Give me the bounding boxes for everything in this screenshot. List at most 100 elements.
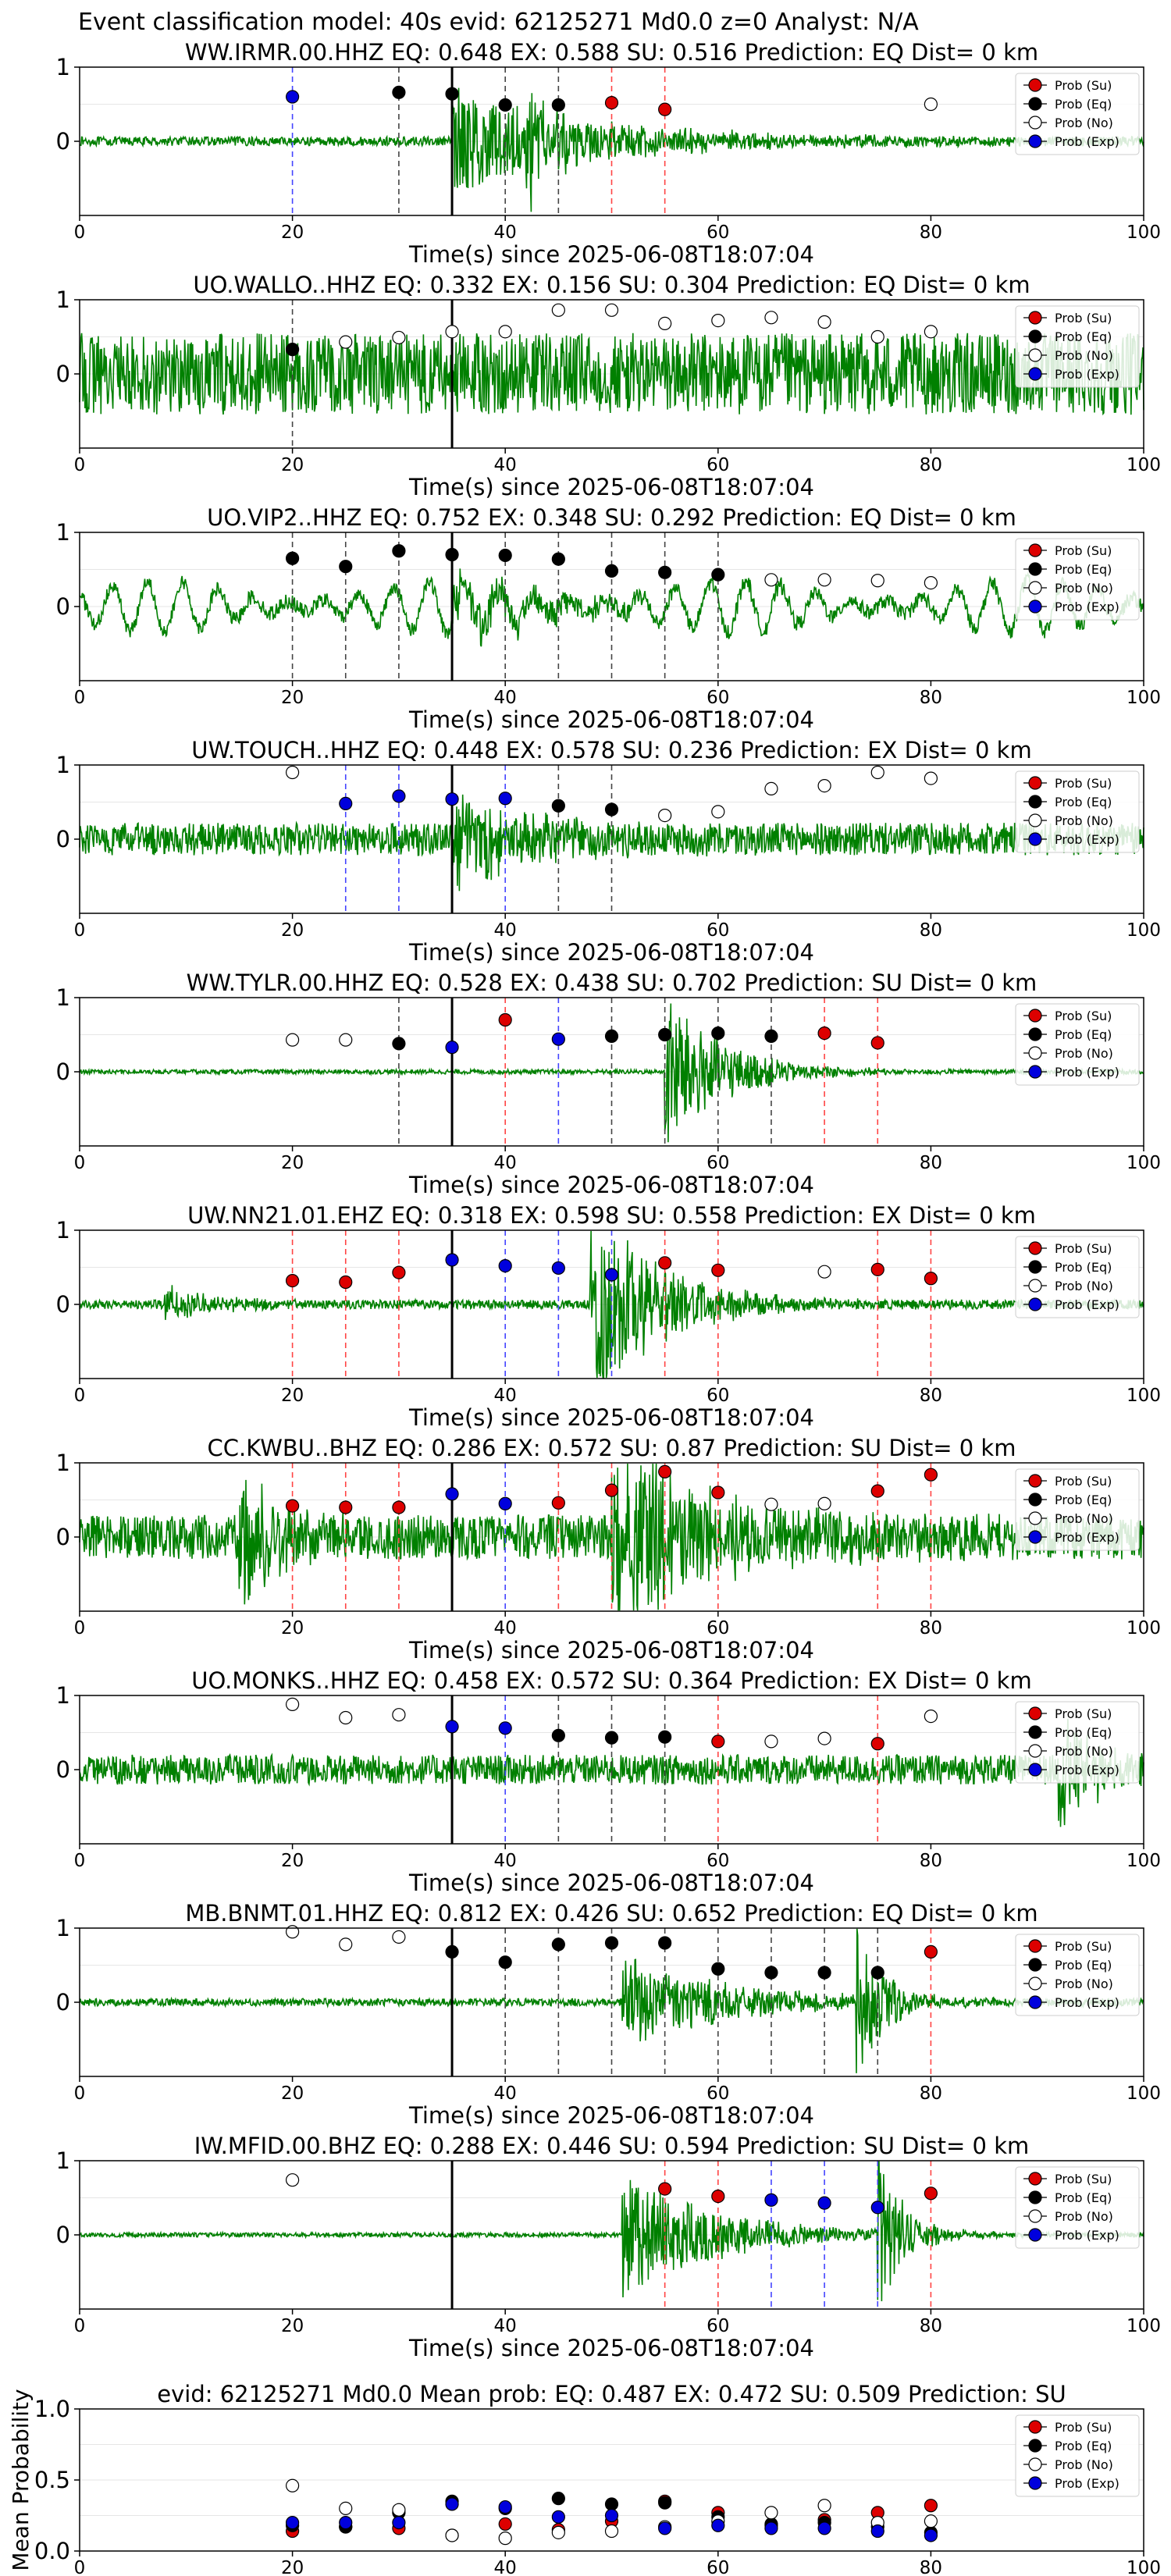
panels: WW.IRMR.00.HHZ EQ: 0.648 EX: 0.588 SU: 0… (8, 39, 1161, 2576)
panel-title: UO.VIP2..HHZ EQ: 0.752 EX: 0.348 SU: 0.2… (207, 504, 1016, 531)
legend-marker (1028, 2457, 1042, 2471)
mean-prob-point (764, 2506, 778, 2520)
prob-point (604, 1936, 619, 1950)
prob-point (658, 1256, 672, 1270)
legend-marker (1028, 2228, 1042, 2242)
x-tick-label: 40 (494, 1386, 517, 1406)
legend-marker (1028, 1493, 1042, 1507)
prob-point (924, 97, 938, 112)
prob-point (658, 1027, 672, 1042)
x-tick-label: 40 (494, 688, 517, 708)
legend-marker (1028, 329, 1042, 343)
x-tick-label: 80 (920, 1851, 942, 1871)
x-axis-label: Time(s) since 2025-06-08T18:07:04 (408, 1404, 814, 1431)
prob-point (498, 325, 512, 339)
prob-point (711, 1263, 725, 1277)
prob-point (286, 343, 300, 357)
x-tick-label: 100 (1127, 222, 1161, 243)
prob-point (498, 1721, 512, 1735)
legend-marker (1028, 562, 1042, 576)
legend-marker (1028, 1297, 1042, 1311)
x-tick-label: 0 (74, 1386, 86, 1406)
mean-prob-point (498, 2517, 512, 2532)
legend-entry: Prob (Exp) (1055, 367, 1119, 382)
panel-1: UO.WALLO..HHZ EQ: 0.332 EX: 0.156 SU: 0.… (56, 272, 1161, 500)
waveform-trace (79, 1003, 1144, 1143)
x-tick-label: 20 (281, 455, 304, 475)
legend-marker (1028, 1474, 1042, 1488)
legend-box (1015, 2414, 1140, 2497)
prob-point (711, 2190, 725, 2204)
x-tick-label: 40 (494, 222, 517, 243)
waveform-trace (79, 2161, 1144, 2302)
legend-entry: Prob (Exp) (1055, 1995, 1119, 2010)
x-tick-label: 100 (1127, 920, 1161, 941)
mean-prob-point (604, 2508, 619, 2523)
prob-point (551, 552, 565, 566)
prob-point (658, 808, 672, 823)
panel-title: UW.TOUCH..HHZ EQ: 0.448 EX: 0.578 SU: 0.… (191, 737, 1031, 763)
x-tick-label: 100 (1127, 1153, 1161, 1173)
prob-point (445, 1041, 459, 1055)
prob-point (711, 805, 725, 819)
prob-point (711, 1026, 725, 1041)
prob-point (924, 2186, 938, 2201)
legend-entry: Prob (No) (1055, 348, 1113, 363)
y-axis-label: Mean Probability (8, 2389, 34, 2571)
prob-point (711, 1485, 725, 1500)
prob-point (286, 2173, 300, 2187)
legend-marker (1028, 2172, 1042, 2186)
mean-prob-point (764, 2521, 778, 2535)
legend-box (1015, 1934, 1140, 2016)
legend-marker (1028, 1958, 1042, 1972)
x-tick-label: 100 (1127, 2558, 1161, 2576)
prob-point (711, 1962, 725, 1976)
legend-entry: Prob (Su) (1055, 1009, 1112, 1023)
mean-prob-point (551, 2525, 565, 2539)
y-tick-label: 0.5 (34, 2467, 70, 2493)
x-tick-label: 0 (74, 920, 86, 941)
prob-point (286, 1033, 300, 1047)
prob-point (817, 573, 831, 587)
x-tick-label: 20 (281, 1153, 304, 1173)
legend-marker (1028, 1744, 1042, 1758)
x-tick-label: 80 (920, 455, 942, 475)
mean-prob-point (392, 2503, 406, 2517)
x-tick-label: 80 (920, 2316, 942, 2336)
prob-point (604, 802, 619, 817)
x-tick-label: 100 (1127, 2083, 1161, 2104)
prob-point (445, 1487, 459, 1501)
legend-marker (1028, 795, 1042, 809)
prob-point (392, 85, 406, 99)
y-tick-label: 1 (56, 752, 70, 778)
prob-point (604, 1029, 619, 1044)
legend-marker (1028, 311, 1042, 325)
legend-entry: Prob (Su) (1055, 543, 1112, 558)
legend-entry: Prob (Exp) (1055, 1530, 1119, 1545)
legend-entry: Prob (Eq) (1055, 562, 1112, 577)
x-tick-label: 100 (1127, 1618, 1161, 1638)
prob-point (764, 781, 778, 796)
legend-marker (1028, 2476, 1042, 2490)
x-tick-label: 60 (707, 222, 729, 243)
legend-entry: Prob (Exp) (1055, 1763, 1119, 1777)
mean-prob-point (604, 2497, 619, 2511)
prob-point (870, 1262, 884, 1276)
prob-point (817, 315, 831, 329)
prob-point (551, 799, 565, 813)
x-tick-label: 20 (281, 1386, 304, 1406)
waveform-trace (79, 568, 1144, 647)
x-axis-label: Time(s) since 2025-06-08T18:07:04 (408, 2335, 814, 2361)
legend-marker (1028, 1009, 1042, 1023)
legend-entry: Prob (Exp) (1055, 2228, 1119, 2243)
x-tick-label: 20 (281, 2083, 304, 2104)
panel-8: MB.BNMT.01.HHZ EQ: 0.812 EX: 0.426 SU: 0… (56, 1900, 1161, 2129)
legend-box (1015, 1468, 1140, 1551)
prob-point (498, 1258, 512, 1273)
legend-marker (1028, 1241, 1042, 1255)
prob-point (551, 1496, 565, 1510)
waveform-trace (79, 87, 1144, 212)
legend-entry: Prob (Su) (1055, 1241, 1112, 1256)
mean-prob-point (924, 2528, 938, 2542)
prob-point (286, 1697, 300, 1711)
